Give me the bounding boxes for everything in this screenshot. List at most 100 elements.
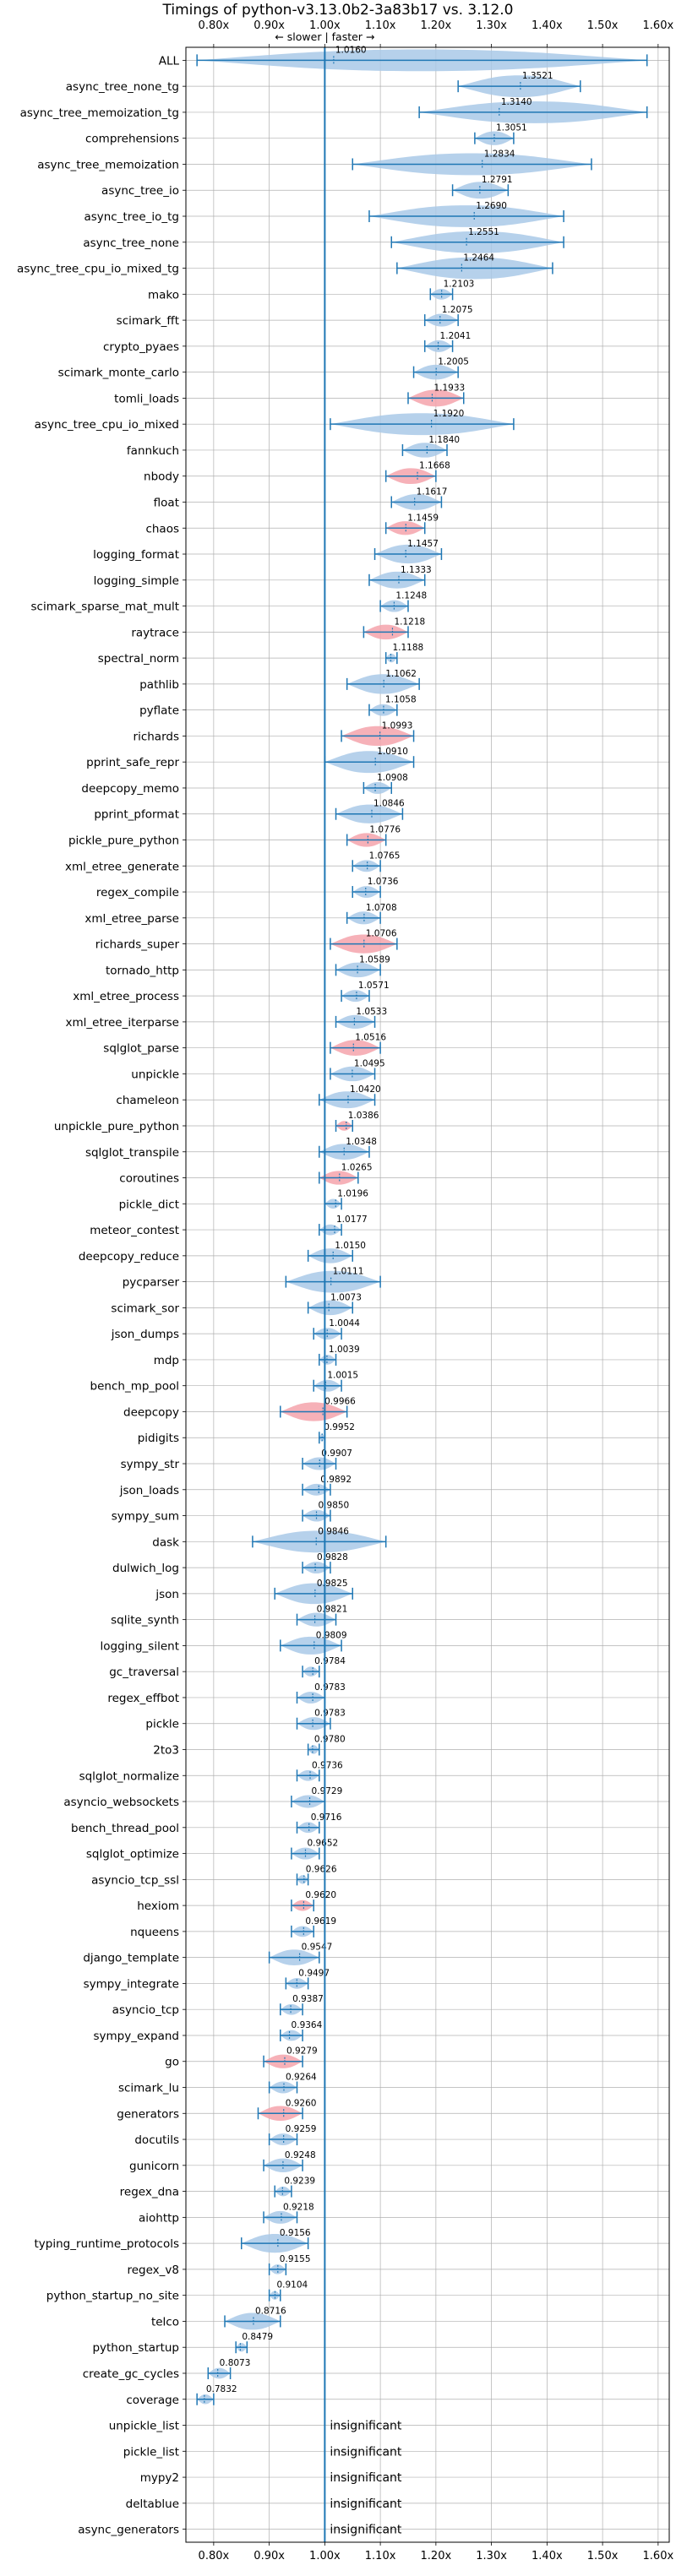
value-label: 1.1840 <box>428 435 460 445</box>
value-label: 1.0160 <box>335 45 367 55</box>
benchmark-label: comprehensions <box>85 133 179 146</box>
x-tick-label-bottom: 1.20x <box>421 2550 452 2562</box>
value-label: 1.0908 <box>377 773 408 783</box>
value-label: 1.0348 <box>346 1137 377 1147</box>
benchmark-label: ALL <box>159 54 180 68</box>
value-label: 0.9260 <box>286 2098 317 2108</box>
value-label: 0.9364 <box>292 2020 323 2030</box>
benchmark-label: aiohttp <box>139 2211 179 2225</box>
value-label: 1.2690 <box>476 201 507 211</box>
value-label: 0.9850 <box>319 1501 350 1511</box>
benchmark-label: fannkuch <box>127 444 179 458</box>
value-label: 1.0196 <box>337 1188 368 1198</box>
value-label: 1.1933 <box>433 383 465 393</box>
x-tick-label-top: 0.90x <box>254 19 285 32</box>
benchmark-label: spectral_norm <box>98 652 179 666</box>
value-label: 1.2041 <box>440 331 472 341</box>
value-label: 1.0044 <box>329 1318 360 1329</box>
insignificant-label: insignificant <box>330 2420 402 2433</box>
x-tick-label-bottom: 1.00x <box>309 2550 341 2562</box>
benchmark-label: chaos <box>145 522 179 535</box>
benchmark-label: async_generators <box>78 2524 179 2537</box>
value-label: 0.9716 <box>311 1812 342 1823</box>
benchmark-label: go <box>165 2056 179 2069</box>
benchmark-label: pickle_dict <box>119 1198 179 1211</box>
benchmark-label: sqlite_synth <box>111 1614 179 1628</box>
value-label: 0.9821 <box>317 1605 348 1615</box>
value-label: 0.9783 <box>314 1709 346 1719</box>
value-label: 1.0073 <box>330 1292 362 1302</box>
x-tick-label-top: 1.60x <box>643 19 674 32</box>
benchmark-label: chameleon <box>116 1094 179 1107</box>
value-label: 0.9652 <box>307 1839 338 1849</box>
insignificant-label: insignificant <box>330 2471 402 2485</box>
value-label: 1.1459 <box>407 513 439 523</box>
benchmark-label: python_startup <box>92 2341 179 2355</box>
benchmark-label: deepcopy_reduce <box>79 1250 179 1264</box>
value-label: 0.9966 <box>324 1396 356 1406</box>
value-label: 0.9846 <box>318 1526 349 1536</box>
value-label: 1.0516 <box>355 1033 386 1043</box>
value-label: 0.9809 <box>316 1630 347 1640</box>
value-label: 1.0589 <box>359 954 390 965</box>
value-label: 1.1617 <box>417 486 448 497</box>
benchmark-label: xml_etree_iterparse <box>66 1016 180 1030</box>
value-label: 1.1058 <box>385 695 417 705</box>
value-label: 1.1668 <box>419 461 450 471</box>
benchmark-label: typing_runtime_protocols <box>35 2237 180 2251</box>
value-label: 0.9828 <box>317 1552 348 1562</box>
value-label: 0.9259 <box>286 2124 317 2134</box>
x-tick-label-bottom: 0.80x <box>199 2550 230 2562</box>
value-label: 0.9626 <box>306 1864 337 1874</box>
x-tick-label-top: 1.00x <box>309 19 341 32</box>
x-tick-label-bottom: 0.90x <box>254 2550 285 2562</box>
x-tick-label-top: 1.50x <box>587 19 619 32</box>
direction-label: ← slower | faster → <box>275 30 374 43</box>
value-label: 1.0571 <box>358 981 390 991</box>
benchmark-label: json <box>155 1588 179 1601</box>
value-label: 1.1920 <box>433 409 465 419</box>
benchmark-label: nqueens <box>130 1926 179 1939</box>
benchmark-label: sympy_integrate <box>84 1977 179 1991</box>
benchmark-label: logging_simple <box>94 574 179 588</box>
value-label: 1.0765 <box>369 851 401 861</box>
value-label: 1.3051 <box>496 123 527 133</box>
value-label: 0.9780 <box>314 1734 346 1744</box>
benchmark-label: coverage <box>126 2394 179 2407</box>
benchmark-label: pycparser <box>123 1276 180 1290</box>
benchmark-label: crypto_pyaes <box>103 340 179 354</box>
value-label: 1.0706 <box>366 929 397 939</box>
benchmark-label: async_tree_memoization_tg <box>20 106 179 120</box>
value-label: 0.8716 <box>255 2306 286 2316</box>
benchmark-label: sympy_expand <box>93 2030 179 2043</box>
benchmark-label: async_tree_none_tg <box>66 80 179 94</box>
benchmark-label: async_tree_io <box>101 184 179 198</box>
insignificant-label: insignificant <box>330 2524 402 2537</box>
benchmark-label: dulwich_log <box>112 1562 179 1575</box>
value-label: 1.0015 <box>327 1371 358 1381</box>
benchmark-label: pickle <box>145 1718 179 1731</box>
insignificant-label: insignificant <box>330 2445 402 2459</box>
value-label: 1.0386 <box>348 1111 379 1121</box>
value-label: 0.9547 <box>302 1943 333 1953</box>
benchmark-label: asyncio_websockets <box>63 1796 179 1809</box>
value-label: 1.0776 <box>369 825 401 835</box>
benchmark-label: async_tree_io_tg <box>84 210 179 224</box>
value-label: 1.2464 <box>463 253 494 264</box>
benchmark-label: richards_super <box>95 938 180 952</box>
benchmark-label: scimark_sparse_mat_mult <box>31 601 179 614</box>
value-label: 1.0150 <box>335 1241 366 1251</box>
benchmark-label: pathlib <box>139 678 179 692</box>
benchmark-label: deepcopy <box>123 1405 179 1419</box>
benchmark-label: raytrace <box>131 626 179 639</box>
value-label: 1.0420 <box>350 1084 381 1095</box>
benchmark-label: mypy2 <box>140 2471 179 2485</box>
value-label: 1.0495 <box>354 1058 385 1068</box>
benchmark-label: async_tree_cpu_io_mixed <box>35 418 179 432</box>
benchmark-label: asyncio_tcp <box>112 2003 179 2017</box>
value-label: 1.1333 <box>401 565 432 575</box>
x-tick-label-top: 1.10x <box>365 19 396 32</box>
x-tick-label-bottom: 1.50x <box>587 2550 619 2562</box>
value-label: 1.3140 <box>501 97 532 107</box>
